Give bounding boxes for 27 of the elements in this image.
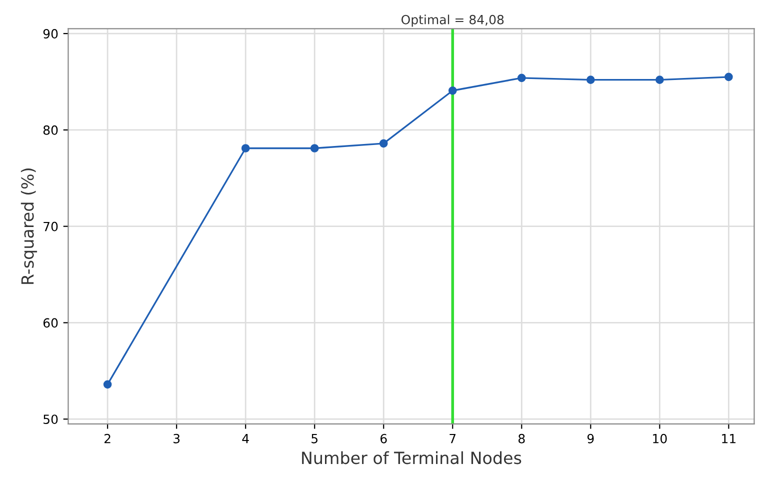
point [448,86,457,95]
x-tick-label: 8 [518,434,525,444]
x-tick-label: 7 [450,434,456,444]
x-tick-label: 11 [722,434,736,444]
point [724,72,733,82]
x-tick-label: 2 [104,434,110,444]
x-tick-label: 5 [312,434,318,444]
x-tick-label: 10 [653,434,667,444]
y-axis-title: R-squared (%) [20,168,38,284]
x-tick-label: 9 [587,434,594,444]
y-tick-label: 50 [44,414,58,424]
y-tick-label: 80 [43,125,58,135]
point [379,139,388,148]
point [586,76,595,84]
y-tick-label: 90 [43,29,58,38]
point [655,76,664,84]
x-tick-label: 3 [174,434,180,444]
point [241,144,250,152]
y-tick-label: 60 [43,318,58,328]
x-tick-label: 6 [380,434,387,444]
y-tick-label: 70 [44,222,58,232]
x-axis-title: Number of Terminal Nodes [302,451,522,464]
point [310,144,319,152]
text: Optimal = 84,08 [401,14,504,27]
point [517,74,526,82]
point [103,380,112,389]
x-tick-label: 4 [242,434,249,444]
